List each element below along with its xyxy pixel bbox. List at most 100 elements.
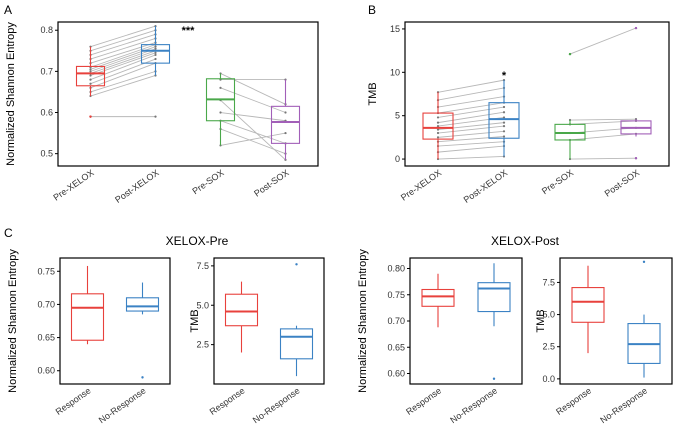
y-tick-label: 0	[395, 154, 400, 164]
box-iqr	[270, 105, 301, 144]
data-point	[436, 116, 440, 119]
plot-frame	[404, 21, 670, 167]
data-point	[154, 115, 157, 118]
y-tick-label: 15	[390, 24, 400, 34]
data-point	[89, 78, 92, 81]
data-point	[436, 136, 440, 139]
y-axis-label: TMB	[535, 309, 547, 332]
plot-panel-a: 0.5 0.6 0.7 0.8 Normalized Shannon Entropy Pr…	[5, 21, 319, 205]
y-tick-label: 2.5	[542, 342, 555, 352]
data-point	[436, 131, 440, 135]
paired-line	[437, 111, 505, 124]
data-point	[219, 111, 222, 114]
y-tick-label: 0.7	[40, 66, 53, 76]
y-tick-label: 0.80	[387, 264, 405, 274]
data-point	[89, 74, 92, 77]
y-tick-label: 7.5	[542, 277, 555, 287]
x-category-label: No-Response	[97, 385, 148, 425]
plot-xelox-post-tmb: 0.0 2.5 5.0 7.5 TMB Response No-Response	[535, 257, 673, 425]
y-tick-label: 0.8	[40, 25, 53, 35]
paired-line	[569, 157, 637, 160]
x-category-label: Response	[554, 385, 593, 416]
paired-line	[569, 133, 637, 141]
data-point	[284, 131, 287, 135]
paired-line	[90, 44, 156, 68]
y-tick-label: 0.60	[387, 369, 405, 379]
y-tick-label: 7.5	[196, 261, 209, 271]
outlier-point	[295, 263, 298, 266]
y-tick-label: 0.5	[40, 149, 53, 159]
paired-line	[220, 87, 286, 113]
panel-letter-b: B	[368, 3, 376, 17]
paired-line	[437, 130, 505, 138]
x-category-label: No-Response	[251, 385, 302, 425]
paired-line	[437, 106, 505, 118]
paired-line	[220, 99, 286, 161]
paired-line	[90, 54, 156, 81]
y-tick-label: 0.65	[37, 333, 55, 343]
outlier-point	[634, 156, 638, 160]
y-tick-label: 5.0	[542, 310, 555, 320]
subplot-title-xelox-post: XELOX-Post	[491, 234, 560, 248]
x-category-label: Response	[54, 385, 93, 416]
x-category-label: Response	[404, 385, 443, 416]
data-point	[502, 130, 506, 133]
paired-line	[437, 125, 505, 134]
box-iqr	[488, 102, 520, 139]
box-iqr	[140, 44, 171, 64]
data-point	[154, 53, 157, 57]
plot-xelox-pre-entropy: 0.60 0.65 0.70 0.75 Normalized Shannon Entro…	[7, 249, 171, 425]
paired-line	[90, 38, 156, 60]
data-point	[502, 124, 506, 128]
plot-frame	[409, 257, 523, 385]
plot-frame	[59, 257, 171, 385]
x-category-label: Post-SOX	[603, 167, 642, 198]
significance-marker: ***	[182, 25, 196, 37]
outlier-point	[89, 115, 92, 118]
box-iqr	[75, 65, 106, 87]
x-category-label: Post-XELOX	[113, 167, 161, 204]
plot-xelox-post-entropy: 0.60 0.65 0.70 0.75 0.80 Normalized Shannon E…	[357, 249, 523, 425]
paired-line	[90, 50, 156, 74]
data-point	[89, 82, 92, 85]
paired-line	[437, 79, 505, 93]
paired-line	[220, 112, 286, 122]
outlier-point	[141, 376, 144, 379]
paired-line	[220, 132, 286, 146]
data-point	[436, 121, 440, 124]
x-category-label: Pre-XELOX	[51, 167, 95, 202]
paired-line	[90, 29, 156, 52]
paired-line	[437, 102, 505, 114]
box-iqr	[125, 297, 160, 312]
paired-line	[90, 52, 156, 76]
data-point	[89, 70, 92, 73]
y-axis-label: Normalized Shannon Entropy	[5, 22, 17, 166]
plot-frame	[559, 257, 673, 385]
paired-line	[90, 33, 156, 56]
paired-line	[569, 120, 637, 125]
outlier-point	[634, 26, 638, 30]
plot-frame	[213, 257, 325, 385]
plot-frame	[57, 21, 319, 167]
paired-line	[437, 96, 505, 108]
y-axis-label: Normalized Shannon Entropy	[357, 249, 369, 393]
box-iqr	[477, 282, 511, 313]
subplot-title-xelox-pre: XELOX-Pre	[166, 234, 229, 248]
paired-line	[90, 48, 156, 72]
y-tick-label: 0.6	[40, 108, 53, 118]
paired-line	[90, 62, 156, 89]
x-category-label: Post-XELOX	[462, 167, 510, 204]
x-category-label: Post-SOX	[252, 167, 291, 198]
data-point	[436, 124, 440, 128]
y-axis-label: TMB	[367, 82, 379, 105]
y-tick-label: 0.70	[37, 299, 55, 309]
y-axis-label: TMB	[189, 309, 201, 332]
data-point	[502, 116, 506, 119]
x-category-label: No-Response	[598, 385, 649, 425]
data-point	[154, 51, 157, 54]
box-iqr	[279, 328, 314, 360]
x-category-label: Pre-SOX	[190, 167, 225, 196]
data-point	[502, 121, 506, 124]
paired-line	[90, 70, 156, 93]
paired-line	[90, 75, 156, 97]
